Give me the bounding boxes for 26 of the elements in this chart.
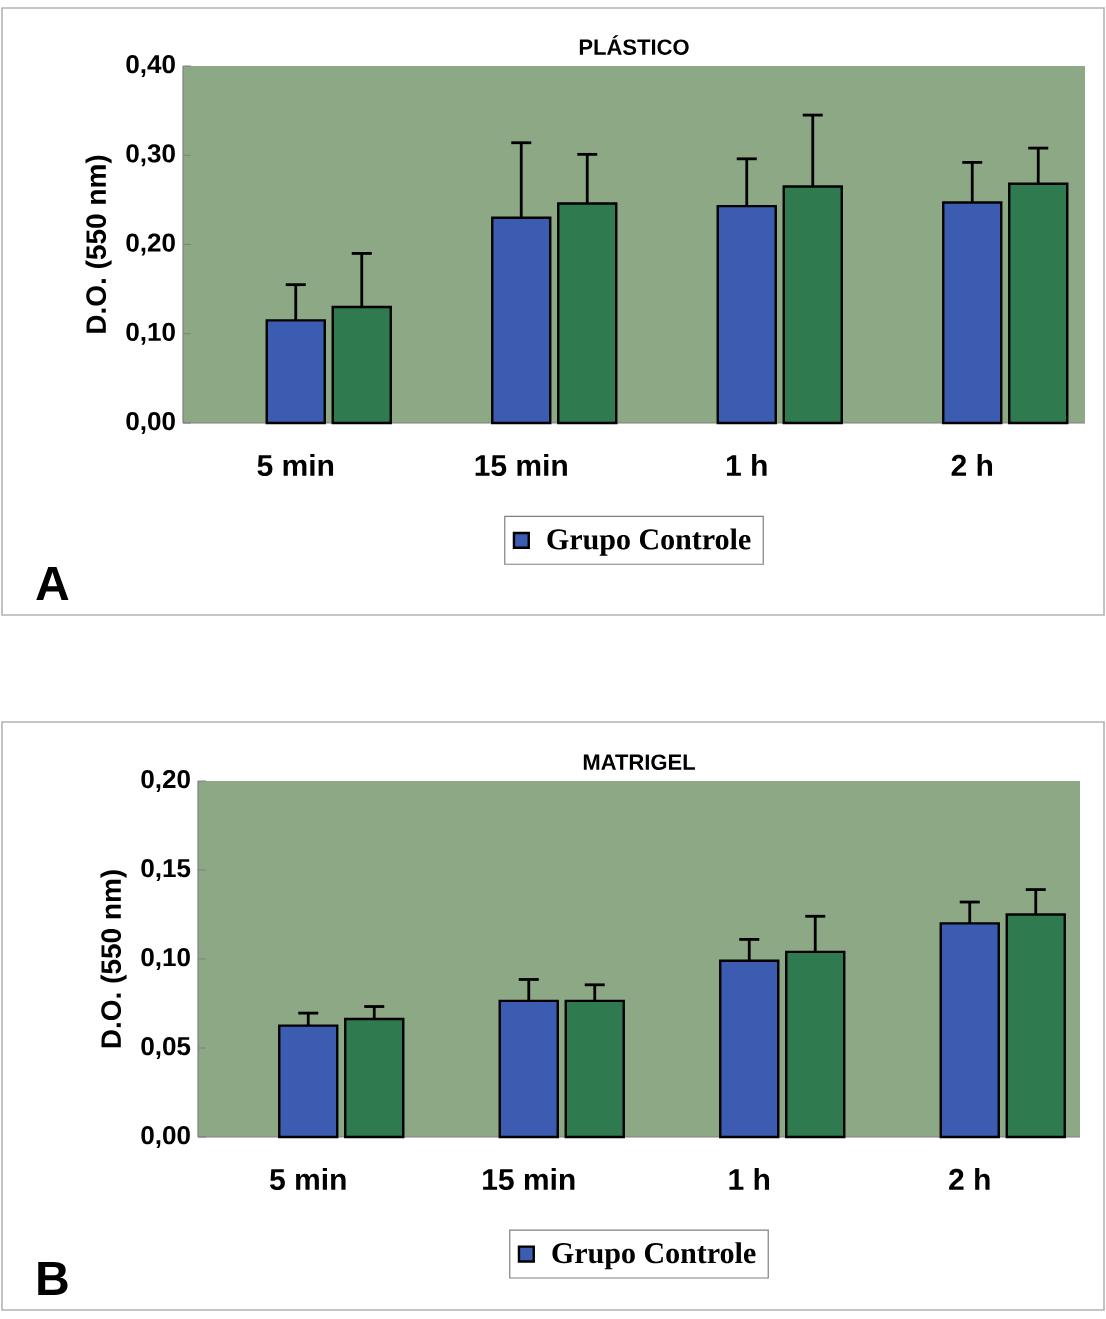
y-tick-label: 0,00 xyxy=(141,1125,190,1149)
y-axis-title: D.O. (550 nm) xyxy=(100,870,127,1048)
y-axis-title: D.O. (550 nm) xyxy=(85,155,112,333)
x-tick-label: 5 min xyxy=(269,1168,346,1191)
y-tick-label: 0,10 xyxy=(141,947,190,971)
chart-title: PLÁSTICO xyxy=(579,35,689,55)
y-tick-label: 0,00 xyxy=(126,411,175,435)
y-tick-label: 0,05 xyxy=(141,1036,191,1060)
legend-label: Grupo Controle xyxy=(547,528,751,556)
x-tick-label: 1 h xyxy=(726,454,767,476)
text: B xyxy=(38,1261,68,1295)
y-tick-label: 0,20 xyxy=(141,769,190,793)
x-tick-label: 15 min xyxy=(483,1168,575,1191)
text: A xyxy=(36,566,69,600)
y-tick-label: 0,15 xyxy=(141,858,191,882)
y-tick-label: 0,20 xyxy=(126,233,175,256)
x-tick-label: 5 min xyxy=(257,454,334,477)
chart-title: MATRIGEL xyxy=(583,754,695,770)
x-tick-label: 2 h xyxy=(951,454,993,476)
y-tick-label: 0,40 xyxy=(126,54,175,78)
y-tick-label: 0,10 xyxy=(126,322,175,345)
x-tick-label: 15 min xyxy=(475,454,567,477)
x-tick-label: 2 h xyxy=(949,1168,990,1190)
legend-label: Grupo Controle xyxy=(552,1242,756,1270)
y-tick-label: 0,30 xyxy=(126,144,175,167)
x-tick-label: 1 h xyxy=(729,1168,770,1190)
